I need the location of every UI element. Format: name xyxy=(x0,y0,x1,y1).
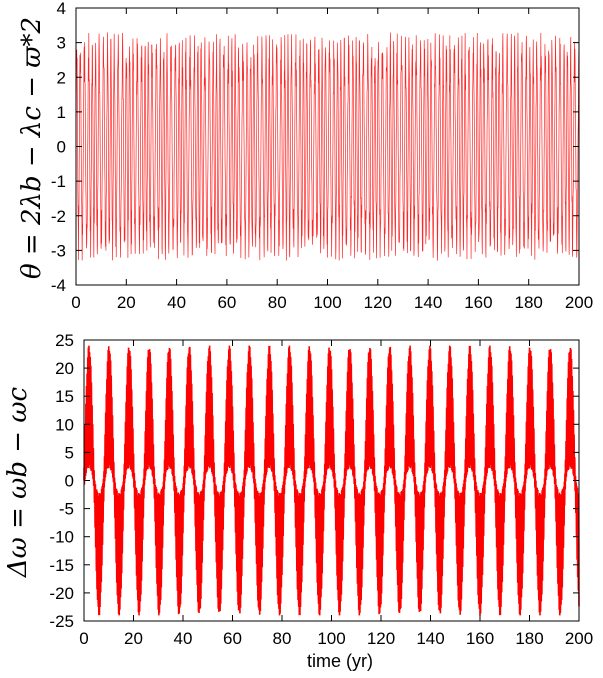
top-chart: -4 -3 -2 -1 0 1 2 3 4 0 20 40 60 80 100 120 140 160 180 20… xyxy=(17,0,593,312)
x-tick-label: 20 xyxy=(124,629,143,648)
y-tick-label: 10 xyxy=(55,415,74,434)
bottom-y-tick-labels: -25 -20 -15 -10 -5 0 5 10 15 20 25 xyxy=(49,331,74,631)
bottom-plot-area xyxy=(83,345,580,616)
y-tick-label: 2 xyxy=(57,68,66,87)
bottom-x-axis-label: time (yr) xyxy=(307,651,373,671)
top-plot-area xyxy=(75,32,580,261)
bottom-ticks xyxy=(83,339,580,622)
y-tick-label: -2 xyxy=(51,207,66,226)
x-tick-label: 140 xyxy=(416,629,444,648)
top-y-tick-labels: -4 -3 -2 -1 0 1 2 3 4 xyxy=(51,0,66,295)
x-tick-label: 160 xyxy=(466,629,494,648)
x-tick-label: 100 xyxy=(313,293,341,312)
y-tick-label: 20 xyxy=(55,359,74,378)
x-tick-label: 200 xyxy=(565,293,593,312)
x-tick-label: 40 xyxy=(174,629,193,648)
x-tick-label: 80 xyxy=(273,629,292,648)
x-tick-label: 100 xyxy=(317,629,345,648)
top-ticks xyxy=(75,7,580,286)
top-x-tick-labels: 0 20 40 60 80 100 120 140 160 180 200 xyxy=(71,293,593,312)
x-tick-label: 180 xyxy=(515,293,543,312)
y-tick-label: -20 xyxy=(49,584,74,603)
bottom-y-axis-label: Δω = ωb − ωc xyxy=(3,386,33,578)
y-tick-label: -4 xyxy=(51,276,66,295)
y-tick-label: 3 xyxy=(57,34,66,53)
x-tick-label: 60 xyxy=(217,293,236,312)
y-tick-label: -25 xyxy=(49,612,74,631)
delta-omega-series-line xyxy=(83,345,580,616)
x-tick-label: 120 xyxy=(364,293,392,312)
y-tick-label: 1 xyxy=(57,103,66,122)
x-tick-label: 200 xyxy=(565,629,593,648)
y-tick-label: 0 xyxy=(65,472,74,491)
x-tick-label: 80 xyxy=(268,293,287,312)
x-tick-label: 140 xyxy=(414,293,442,312)
y-tick-label: -10 xyxy=(49,528,74,547)
y-tick-label: 5 xyxy=(65,443,74,462)
y-tick-label: 4 xyxy=(57,0,66,18)
y-tick-label: 0 xyxy=(57,138,66,157)
bottom-x-tick-labels: 0 20 40 60 80 100 120 140 160 180 200 xyxy=(79,629,593,648)
bottom-chart: -25 -20 -15 -10 -5 0 5 10 15 20 25 0 20 40 60 80 100 120… xyxy=(3,331,593,671)
x-tick-label: 40 xyxy=(167,293,186,312)
y-tick-label: -15 xyxy=(49,556,74,575)
y-tick-label: 15 xyxy=(55,387,74,406)
top-y-axis-label: θ = 2λb − λc − ϖ*2 xyxy=(17,17,47,279)
x-tick-label: 120 xyxy=(367,629,395,648)
x-tick-label: 180 xyxy=(515,629,543,648)
x-tick-label: 20 xyxy=(117,293,136,312)
x-tick-label: 0 xyxy=(71,293,80,312)
x-tick-label: 60 xyxy=(223,629,242,648)
y-tick-label: 25 xyxy=(55,331,74,350)
theta-series-line xyxy=(75,32,580,261)
y-tick-label: -1 xyxy=(51,172,66,191)
y-tick-label: -5 xyxy=(59,500,74,519)
x-tick-label: 160 xyxy=(464,293,492,312)
x-tick-label: 0 xyxy=(79,629,88,648)
y-tick-label: -3 xyxy=(51,241,66,260)
